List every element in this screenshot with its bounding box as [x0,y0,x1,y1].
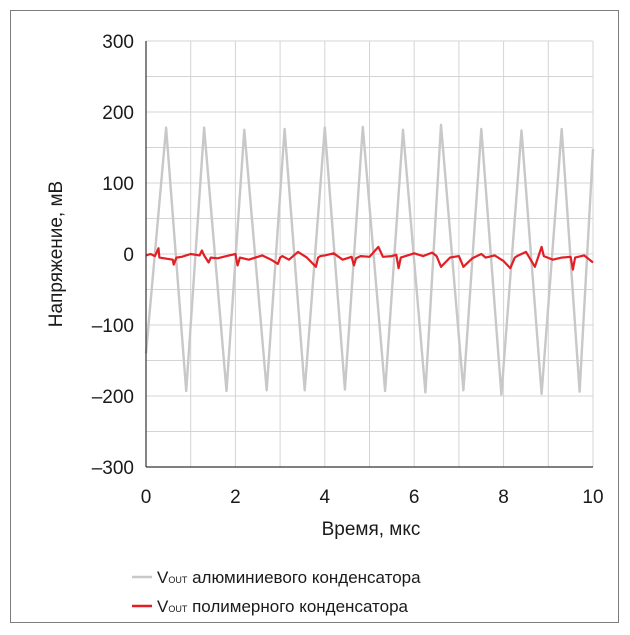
legend: VOUT алюминиевого конденсатора VOUT поли… [132,568,421,616]
y-tick-label: 100 [102,174,134,195]
series-layer [144,123,595,396]
y-tick-labels: 300 200 100 0 –100 –200 –300 [92,32,134,479]
y-tick-label: 300 [102,32,134,53]
y-tick-label: –100 [92,316,134,337]
y-axis-label: Напряжение, мВ [46,181,67,327]
y-tick-label: –300 [92,458,134,479]
x-tick-label: 2 [230,487,241,508]
x-tick-label: 6 [409,487,420,508]
x-tick-label: 8 [498,487,509,508]
axes [145,41,593,468]
x-tick-label: 4 [320,487,331,508]
legend-label-aluminum: VOUT алюминиевого конденсатора [157,568,421,587]
x-tick-label: 0 [141,487,152,508]
series-line-polymer [145,245,594,271]
y-tick-label: –200 [92,387,134,408]
grid [145,40,594,468]
y-tick-label: 200 [102,103,134,124]
y-tick-label: 0 [123,245,134,266]
x-tick-label: 10 [582,487,603,508]
x-axis-label: Время, мкс [322,519,421,540]
x-tick-labels: 0 2 4 6 8 10 [141,487,604,508]
series-line-aluminum [144,123,595,396]
legend-label-polymer: VOUT полимерного конденсатора [157,597,409,616]
